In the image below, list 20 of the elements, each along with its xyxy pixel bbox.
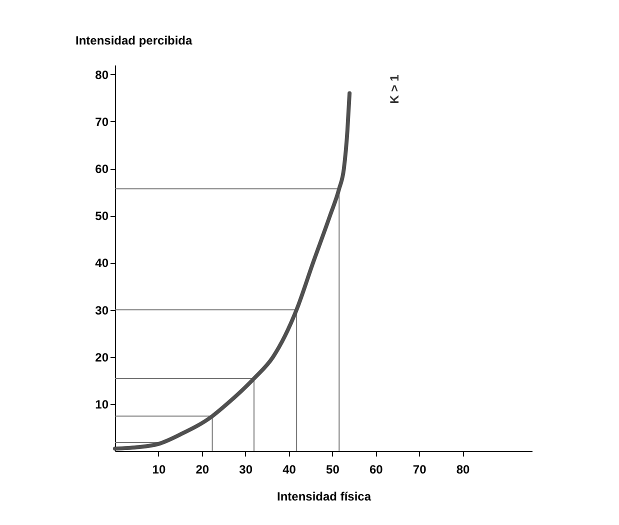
x-tick-label: 60 xyxy=(369,462,384,476)
x-tick-label: 80 xyxy=(456,462,470,476)
y-tick-label: 80 xyxy=(95,68,109,82)
y-tick-label: 30 xyxy=(95,303,109,318)
x-tick-label: 40 xyxy=(282,462,296,476)
y-tick-label: 10 xyxy=(95,397,109,412)
y-tick-label: 70 xyxy=(95,114,109,129)
x-tick-label: 20 xyxy=(196,462,210,476)
x-tick-label: 30 xyxy=(239,462,253,476)
y-tick-label: 60 xyxy=(95,162,109,176)
x-tick-label: 70 xyxy=(412,462,427,476)
y-tick-label: 50 xyxy=(95,209,109,224)
annotation: K > 1 xyxy=(388,74,402,104)
x-axis-title: Intensidad física xyxy=(276,490,372,504)
line-series xyxy=(113,91,352,451)
y-tick-label: 40 xyxy=(95,256,109,270)
x-tick-label: 10 xyxy=(152,462,166,476)
y-axis-title: Intensidad percibida xyxy=(76,34,193,48)
x-tick-label: 50 xyxy=(326,462,340,476)
y-tick-label: 20 xyxy=(95,350,109,364)
